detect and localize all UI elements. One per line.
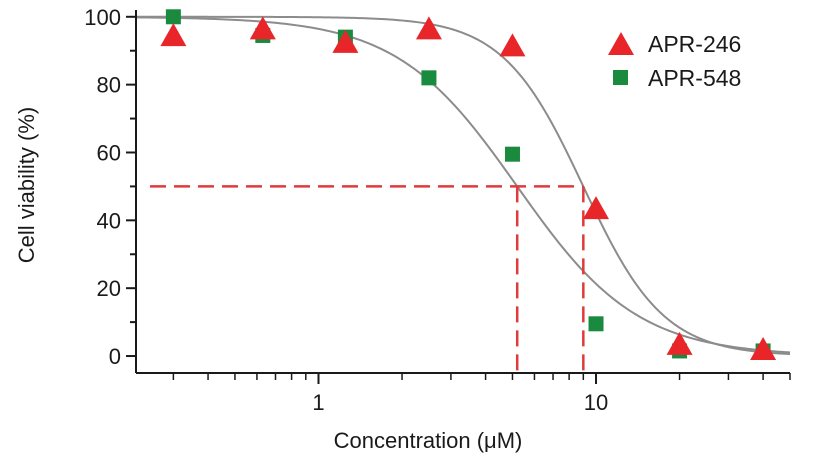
- y-tick-label: 0: [109, 344, 121, 369]
- x-axis-title: Concentration (μM): [334, 428, 523, 453]
- y-tick-label: 60: [97, 140, 121, 165]
- legend-marker-apr-246: [608, 32, 634, 55]
- point-apr-246: [583, 196, 610, 220]
- legend: APR-246 APR-548: [608, 31, 741, 91]
- y-axis-title: Cell viability (%): [14, 107, 39, 263]
- ic50-reference-lines: [150, 185, 585, 373]
- x-tick-label: 10: [584, 390, 608, 415]
- point-apr-548: [504, 146, 520, 162]
- point-apr-548: [588, 316, 604, 332]
- x-tick-label: 1: [312, 390, 324, 415]
- y-tick-label: 40: [97, 208, 121, 233]
- fit-curve-apr-246: [136, 15, 791, 356]
- data-points: [160, 9, 777, 360]
- y-tick-label: 20: [97, 276, 121, 301]
- point-apr-246: [415, 16, 442, 40]
- y-tick-label: 100: [84, 5, 121, 30]
- point-apr-548: [165, 9, 181, 25]
- legend-marker-apr-548: [613, 70, 628, 85]
- point-apr-548: [421, 70, 437, 86]
- legend-label-apr-548: APR-548: [648, 65, 741, 91]
- axes: [126, 10, 791, 384]
- point-apr-246: [666, 331, 693, 355]
- point-apr-246: [160, 23, 187, 47]
- point-apr-246: [750, 336, 777, 360]
- point-apr-246: [332, 29, 359, 53]
- point-apr-246: [499, 33, 526, 57]
- point-apr-246: [249, 16, 276, 40]
- legend-label-apr-246: APR-246: [648, 31, 741, 57]
- y-tick-label: 80: [97, 73, 121, 98]
- tick-labels: 0 20 40 60 80 100 1 10: [84, 5, 608, 415]
